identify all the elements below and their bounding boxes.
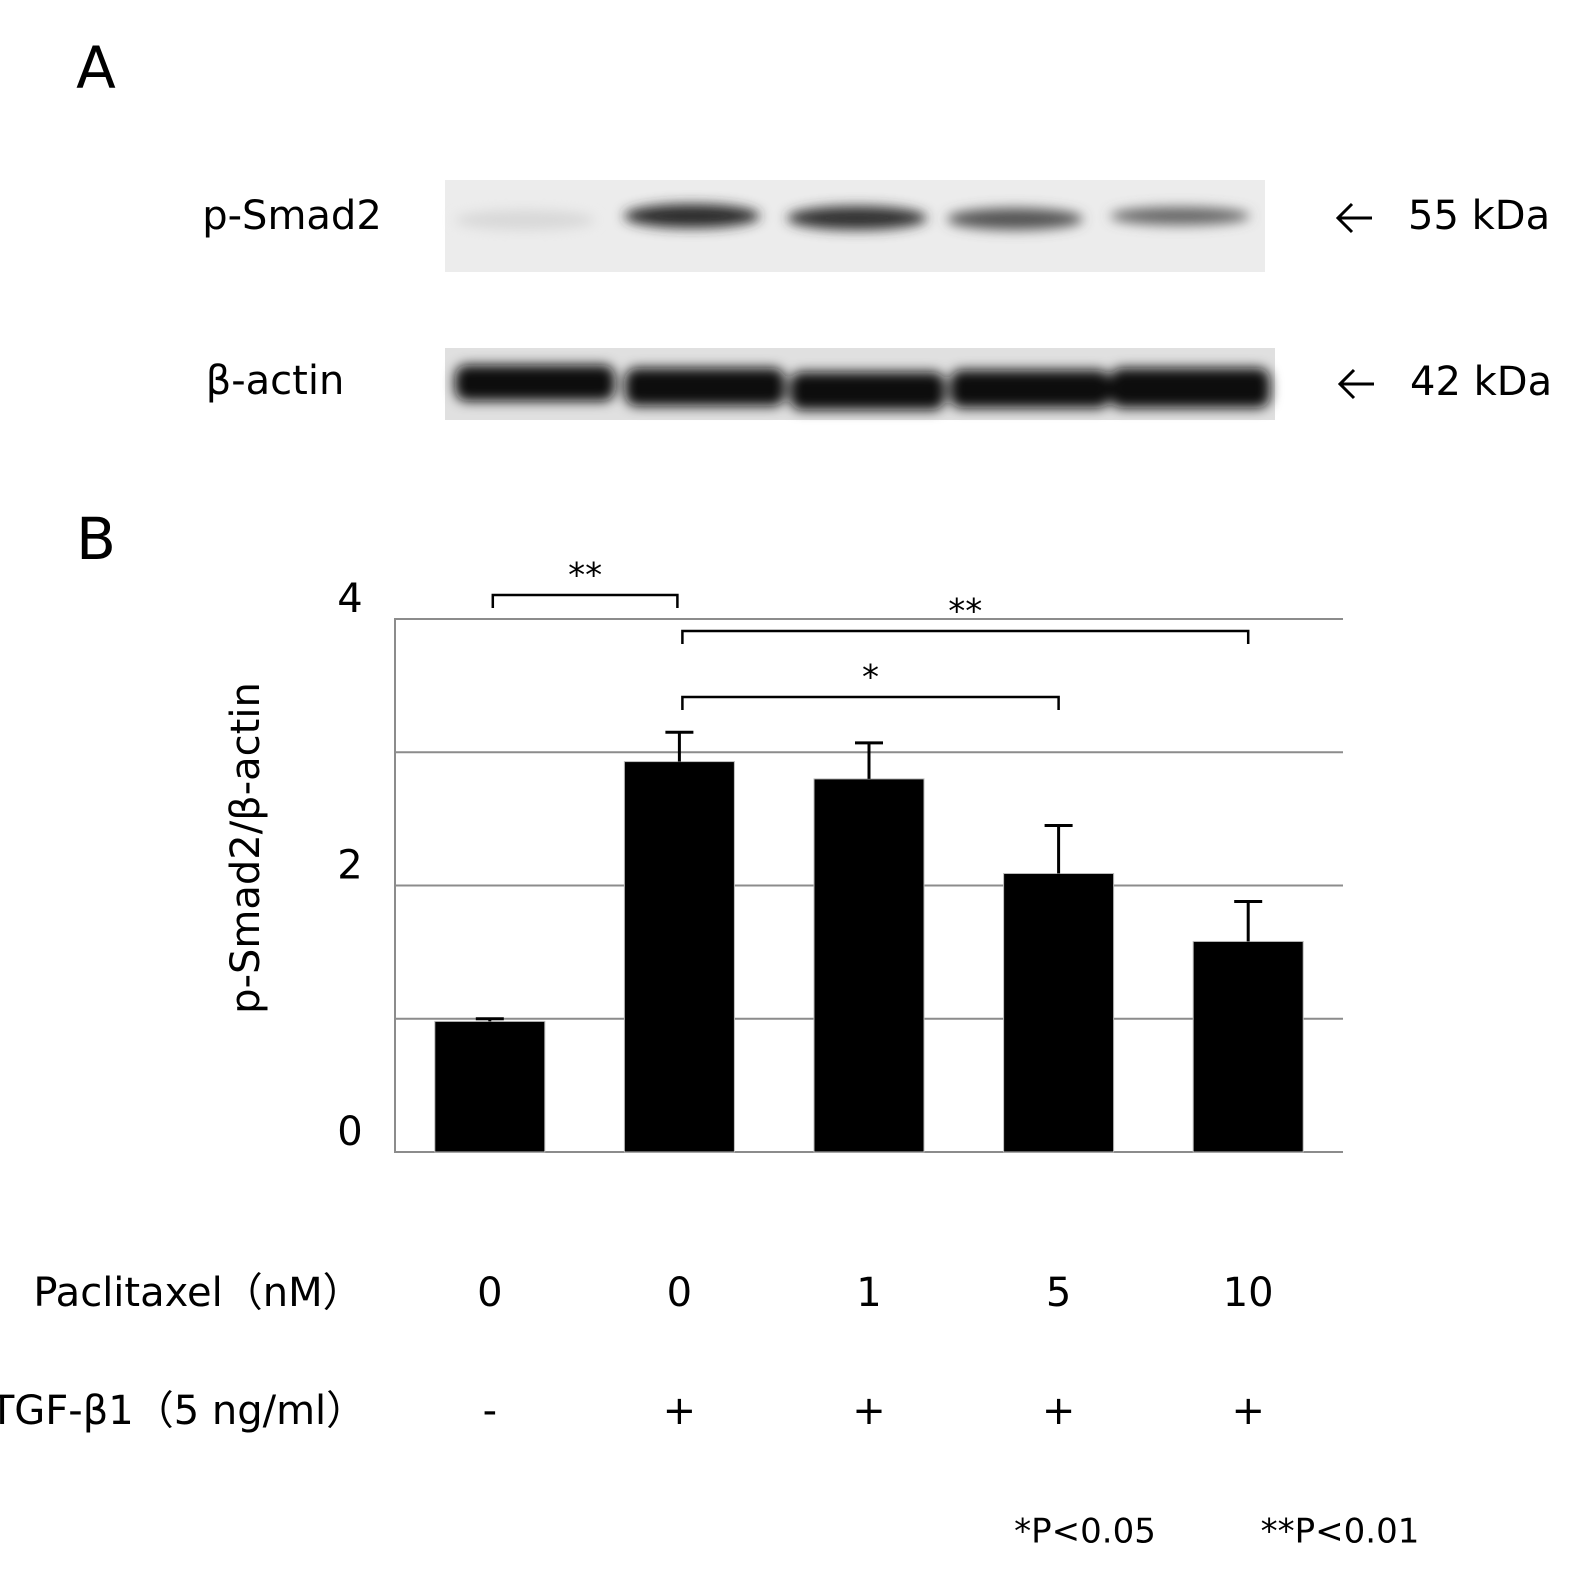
x-tick-label: 1 [856,1270,881,1316]
panel-label: A [76,34,116,102]
x-tick-label: + [1231,1388,1265,1434]
x-tick-label: + [663,1388,697,1434]
significance-bracket [681,629,1250,644]
x-tick-label: 10 [1223,1270,1274,1316]
y-axis-title: p-Smad2/β-actin [223,682,269,1014]
x-tick-label: 0 [477,1270,502,1316]
arrow [1335,202,1374,400]
y-tick-label: 2 [337,843,362,889]
error-bar [475,1017,504,1022]
row-label: Paclitaxel（nM） [33,1270,362,1316]
x-tick-label: + [1042,1388,1076,1434]
bar [1192,940,1304,1153]
blot-image [445,180,1275,420]
panel-label: B [76,505,116,573]
significance-label: ** [568,556,602,596]
y-tick-label: 0 [337,1109,362,1155]
error-bar [1044,824,1073,874]
x-tick-label: 0 [667,1270,692,1316]
footnote: *P<0.05 [1014,1512,1156,1552]
bar [813,778,925,1153]
band-label: p-Smad2 [202,193,382,239]
error-bar [1234,899,1263,942]
y-tick-label: 4 [337,576,362,622]
error-bar [665,730,694,762]
x-tick-label: + [852,1388,886,1434]
significance-bracket [491,593,679,608]
error-bar [855,741,883,779]
row-label: TGF-β1（5 ng/ml） [0,1388,366,1434]
bar [434,1020,546,1153]
band-size: 42 kDa [1410,359,1552,405]
footnote: **P<0.01 [1261,1512,1420,1552]
bar [1003,873,1115,1153]
bar [623,761,735,1153]
band-label: β-actin [206,358,345,404]
band-size: 55 kDa [1408,193,1550,239]
x-tick-label: - [483,1388,497,1434]
significance-label: ** [948,592,982,632]
significance-bracket [681,695,1060,710]
x-tick-label: 5 [1046,1270,1071,1316]
significance-label: * [862,658,879,698]
